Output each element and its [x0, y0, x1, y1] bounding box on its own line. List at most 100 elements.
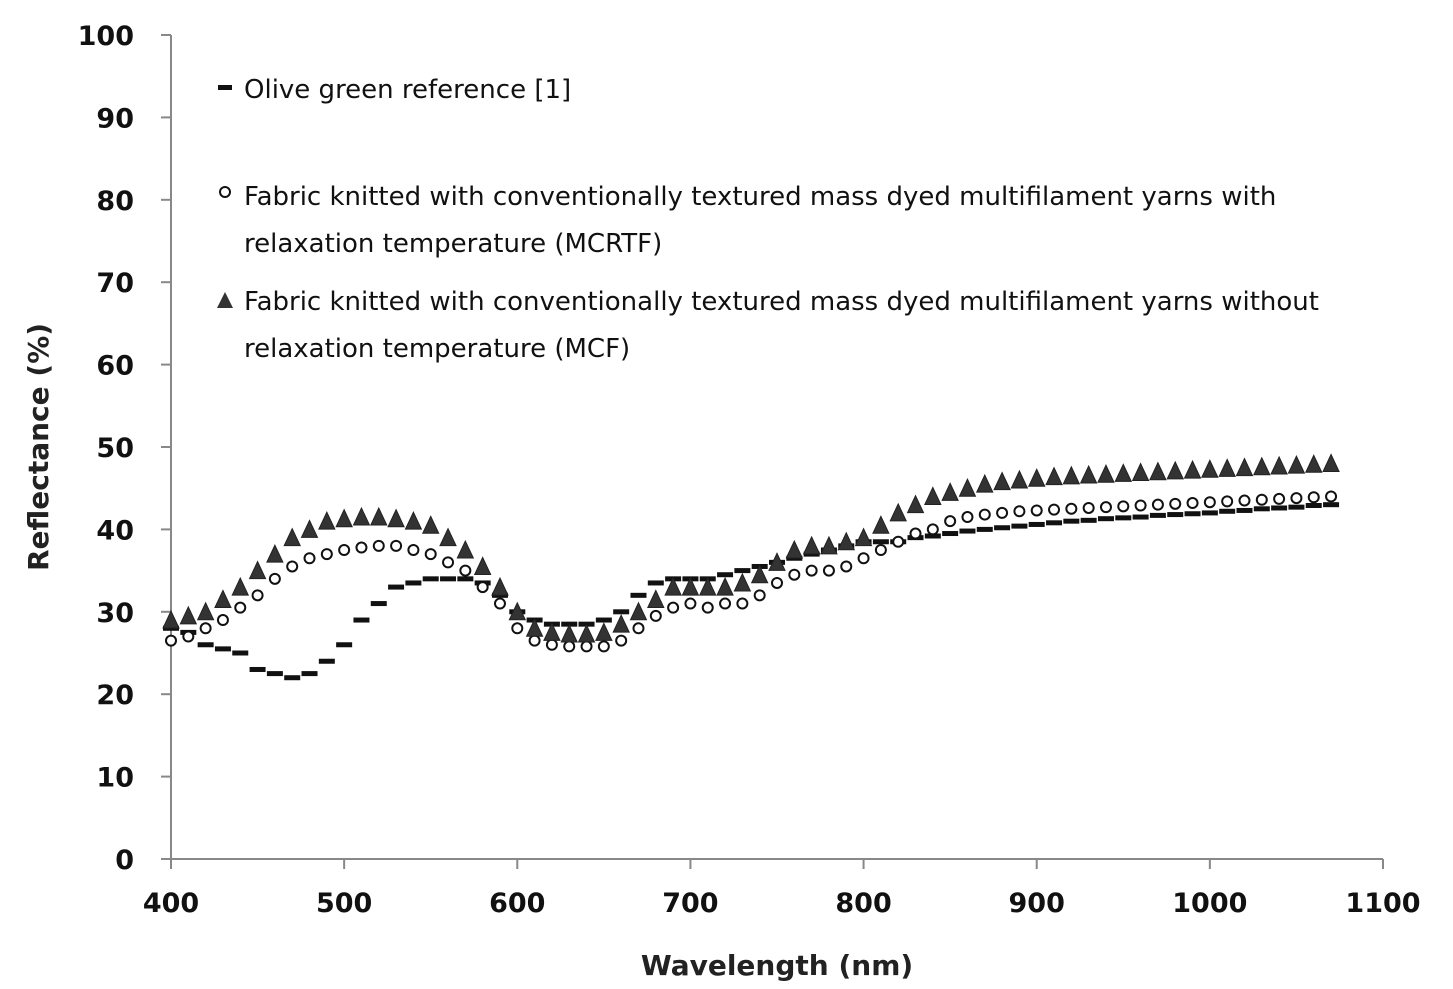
data-point-mcf — [698, 576, 717, 596]
data-point-reference — [1028, 521, 1045, 527]
legend: Olive green reference [1] Fabric knitted… — [217, 75, 1319, 364]
data-point-reference — [1167, 512, 1184, 518]
data-point-reference — [1115, 515, 1132, 521]
y-tick-label: 40 — [96, 515, 134, 546]
data-point-mcrtf — [1013, 505, 1026, 518]
data-point-mcrtf — [1134, 499, 1147, 512]
data-point-mcrtf — [182, 630, 195, 643]
data-point-mcrtf — [1117, 500, 1130, 513]
data-point-reference — [1097, 516, 1114, 522]
data-point-mcrtf — [1048, 503, 1061, 516]
data-point-mcrtf — [701, 601, 714, 614]
data-point-mcrtf — [320, 548, 333, 561]
data-point-reference — [266, 671, 283, 677]
data-point-reference — [1063, 518, 1080, 524]
data-point-mcrtf — [165, 634, 177, 647]
data-point-mcf — [612, 613, 630, 633]
data-point-mcf — [525, 618, 544, 637]
axes — [170, 35, 1383, 860]
data-point-reference — [1305, 503, 1322, 509]
y-tick-label: 80 — [96, 186, 134, 217]
data-point-mcf — [248, 560, 267, 580]
data-point-reference — [214, 646, 231, 652]
data-point-reference — [1219, 508, 1236, 514]
data-point-mcrtf — [216, 614, 229, 627]
data-point-reference — [1288, 504, 1305, 510]
data-point-mcrtf — [338, 544, 351, 556]
data-point-mcf — [1304, 454, 1323, 473]
data-point-mcrtf — [234, 601, 247, 614]
data-point-mcrtf — [1238, 494, 1251, 507]
data-point-mcrtf — [424, 548, 437, 561]
data-point-mcrtf — [944, 515, 957, 528]
data-point-mcrtf — [788, 568, 801, 581]
data-point-reference — [872, 539, 889, 545]
data-point-mcf — [647, 589, 665, 608]
data-point-mcrtf — [597, 640, 610, 653]
y-tick-label: 10 — [96, 763, 134, 794]
data-point-mcf — [785, 539, 804, 559]
data-point-mcrtf — [978, 508, 991, 521]
data-point-mcf — [1149, 461, 1167, 481]
data-point-mcf — [820, 535, 838, 555]
data-point-mcf — [716, 576, 734, 596]
data-point-mcrtf — [286, 560, 299, 573]
data-point-mcrtf — [476, 581, 489, 594]
data-point-mcrtf — [684, 597, 697, 610]
data-point-reference — [942, 531, 959, 537]
y-tick-label: 90 — [96, 103, 134, 134]
data-point-mcrtf — [199, 622, 212, 635]
data-point-reference — [1184, 511, 1201, 517]
data-point-reference — [370, 601, 387, 607]
data-point-mcrtf — [805, 564, 818, 577]
data-point-mcrtf — [840, 560, 853, 573]
data-point-mcf — [318, 510, 336, 530]
data-point-mcf — [404, 510, 423, 530]
data-point-mcrtf — [874, 544, 887, 556]
legend-label-reference: Olive green reference [1] — [244, 75, 571, 105]
data-point-mcrtf — [1082, 501, 1095, 514]
data-point-mcf — [387, 508, 405, 528]
data-point-mcf — [924, 486, 942, 505]
x-tick-label: 900 — [1009, 888, 1065, 919]
data-point-reference — [1323, 502, 1340, 508]
x-tick-label: 800 — [835, 888, 891, 919]
x-tick-label: 600 — [489, 888, 545, 919]
data-point-mcf — [1062, 465, 1081, 485]
legend-label-mcf-1: Fabric knitted with conventionally textu… — [244, 287, 1319, 317]
data-point-reference — [1149, 512, 1166, 518]
data-point-reference — [1271, 505, 1288, 511]
data-point-mcrtf — [1325, 490, 1338, 503]
data-point-mcrtf — [528, 634, 541, 647]
data-point-mcrtf — [736, 597, 749, 610]
y-tick-label: 0 — [115, 845, 134, 876]
data-point-mcrtf — [1290, 492, 1303, 505]
data-point-mcrtf — [390, 539, 403, 552]
y-tick-label: 30 — [96, 598, 134, 629]
data-point-mcrtf — [892, 535, 905, 548]
data-point-mcf — [1287, 454, 1306, 474]
data-point-mcf — [906, 494, 925, 514]
data-point-mcf — [266, 543, 284, 563]
data-point-reference — [301, 671, 318, 677]
data-point-mcf — [595, 622, 613, 641]
data-point-mcf — [1183, 459, 1202, 479]
data-point-reference — [613, 609, 630, 615]
data-point-mcrtf — [1065, 502, 1078, 515]
data-point-mcf — [179, 605, 198, 625]
data-point-mcf — [1027, 468, 1046, 487]
data-point-mcrtf — [822, 564, 835, 577]
data-point-mcrtf — [303, 552, 316, 565]
data-point-mcf — [1114, 463, 1133, 482]
data-point-mcf — [543, 622, 561, 641]
data-point-mcf — [854, 527, 873, 547]
data-point-mcrtf — [1030, 504, 1043, 517]
data-point-mcf — [1322, 453, 1340, 472]
data-point-mcf — [681, 576, 700, 596]
data-point-reference — [440, 576, 457, 582]
data-point-mcrtf — [545, 638, 558, 651]
data-point-mcf — [473, 556, 492, 575]
data-point-mcrtf — [771, 576, 783, 589]
data-point-mcf — [802, 535, 821, 555]
